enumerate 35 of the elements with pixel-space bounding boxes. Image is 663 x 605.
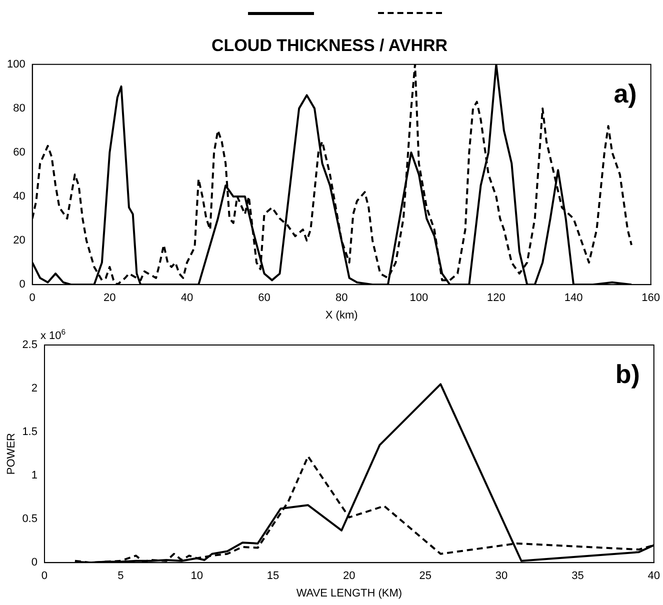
y-tick-label: 40 [13, 190, 26, 203]
x-tick-label: 40 [180, 292, 194, 304]
x-tick-label: 20 [104, 292, 116, 304]
x-tick-label: 100 [410, 292, 428, 304]
x-axis-title: WAVE LENGTH (KM) [296, 587, 402, 600]
y-axis-title: POWER [6, 432, 18, 475]
x-tick-label: 35 [572, 570, 584, 582]
x-tick-label: 160 [642, 292, 660, 304]
x-tick-label: 40 [648, 570, 660, 582]
y-tick-label: 2 [31, 382, 38, 395]
x-tick-label: 20 [343, 570, 356, 582]
y-tick-label: 1 [31, 470, 38, 482]
x-axis-title: X (km) [325, 309, 358, 322]
y-tick-label: 2.5 [22, 339, 38, 352]
x-tick-label: 25 [419, 570, 432, 582]
annotation: b) [615, 359, 640, 389]
x-tick-label: 15 [266, 570, 280, 582]
y-tick-label: 80 [13, 102, 26, 114]
y-tick-label: 0 [31, 556, 38, 569]
x-tick-label: 30 [495, 570, 508, 582]
x-tick-label: 60 [258, 292, 270, 304]
annotation: a) [614, 78, 637, 108]
chart-title: CLOUD THICKNESS / AVHRR [211, 36, 448, 55]
y-tick-label: 20 [13, 234, 26, 247]
y-tick-label: 0.5 [22, 513, 38, 526]
x-tick-label: 10 [190, 570, 203, 582]
y-tick-label: 60 [13, 146, 26, 159]
y-tick-label: 0 [19, 278, 26, 291]
y-tick-label: 1.5 [22, 426, 38, 438]
x-tick-label: 5 [118, 570, 124, 582]
x-tick-label: 80 [335, 292, 348, 304]
x-tick-label: 120 [487, 292, 506, 304]
x-tick-label: 0 [41, 570, 48, 582]
y-tick-label: 100 [6, 58, 26, 70]
x-tick-label: 140 [564, 292, 583, 304]
